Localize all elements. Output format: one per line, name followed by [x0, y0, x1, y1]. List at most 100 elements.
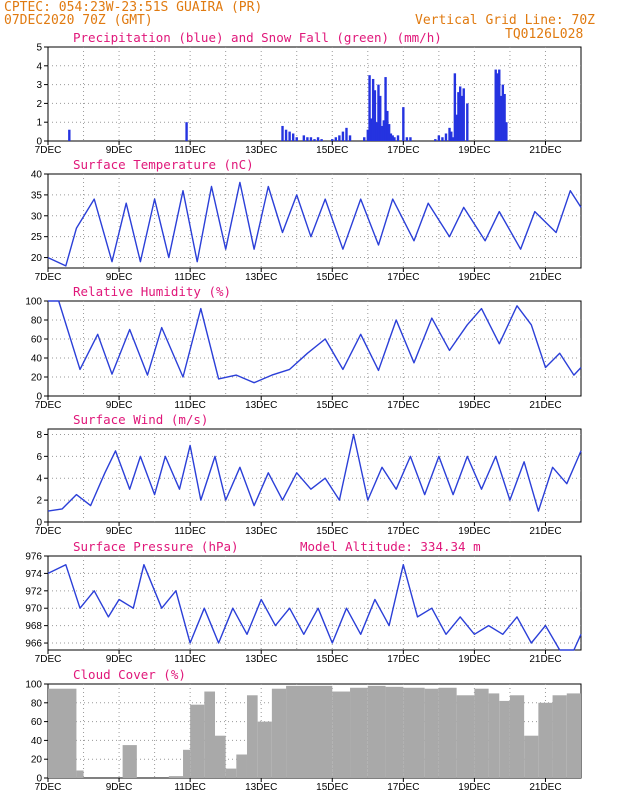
precip-title: Precipitation (blue) and Snow Fall (gree… [73, 30, 442, 45]
cloud-bar [524, 735, 539, 778]
x-tick-label: 7DEC [35, 526, 62, 537]
header-date: 07DEC2020 70Z (GMT) [4, 13, 153, 28]
x-tick-label: 13DEC [245, 145, 277, 156]
precip-bar [448, 127, 451, 141]
x-tick-label: 17DEC [387, 782, 419, 793]
header-grid-note: Vertical Grid Line: 70Z [415, 13, 595, 28]
precip-bar [499, 95, 503, 141]
cloud-bar [225, 768, 237, 778]
cloud-bar [286, 685, 315, 778]
x-tick-label: 21DEC [529, 654, 561, 665]
humidity-series-line [48, 300, 582, 384]
precip-bar [313, 139, 316, 141]
precip-bar [370, 118, 373, 141]
y-tick-label: 4 [36, 61, 42, 72]
temperature-panel: 20 25 30 35 40 7DEC 9DEC 11DEC 13DEC 15DEC 17DEC 19… [31, 157, 582, 283]
x-tick-label: 11DEC [174, 782, 206, 793]
y-tick-label: 0 [36, 774, 42, 785]
y-tick-label: 972 [25, 586, 42, 597]
x-tick-label: 15DEC [316, 400, 348, 411]
y-tick-label: 8 [36, 430, 42, 441]
cloud-title: Cloud Cover (%) [73, 667, 186, 682]
x-tick-label: 21DEC [529, 782, 561, 793]
x-tick-label: 11DEC [174, 272, 206, 283]
cloud-bar [424, 688, 439, 778]
y-tick-label: 1 [36, 118, 42, 129]
y-tick-label: 5 [36, 43, 42, 54]
precip-bar [441, 137, 444, 141]
precip-bar [387, 124, 391, 141]
precip-bar [281, 125, 284, 141]
x-tick-label: 11DEC [174, 145, 206, 156]
x-tick-label: 11DEC [174, 654, 206, 665]
cloud-bar [314, 685, 333, 778]
precip-bar [501, 84, 505, 141]
y-tick-label: 80 [31, 316, 43, 327]
precip-bar [503, 94, 506, 141]
precip-bar [345, 127, 348, 141]
temperature-title: Surface Temperature (nC) [73, 157, 254, 172]
precip-bar [496, 73, 499, 141]
cloud-bar [403, 687, 425, 778]
cloud-bar [552, 695, 567, 778]
x-tick-label: 7DEC [35, 654, 62, 665]
precip-bar [457, 92, 460, 141]
x-tick-label: 21DEC [529, 400, 561, 411]
y-tick-label: 3 [36, 80, 42, 91]
precip-bar [450, 131, 453, 141]
precip-bar [453, 73, 457, 141]
cloud-bar [438, 687, 457, 778]
y-tick-label: 0 [36, 518, 42, 529]
x-tick-label: 13DEC [245, 272, 277, 283]
precip-bar [377, 84, 380, 141]
y-tick-label: 0 [36, 137, 42, 148]
y-tick-label: 2 [36, 496, 42, 507]
cloud-bar [168, 776, 184, 778]
y-tick-label: 976 [25, 552, 42, 563]
temperature-series-line [47, 181, 582, 267]
header-location: CPTEC: 054:23W-23:51S GUAIRA (PR) [4, 0, 262, 15]
x-tick-label: 17DEC [387, 145, 419, 156]
cloud-bar [566, 693, 581, 778]
cloud-bar [350, 687, 368, 778]
y-tick-label: 40 [31, 736, 43, 747]
y-tick-label: 100 [25, 680, 42, 691]
x-tick-label: 9DEC [106, 526, 133, 537]
y-tick-label: 970 [25, 604, 42, 615]
cloud-bar [122, 745, 137, 778]
humidity-panel: 0 20 40 60 80 100 7DEC 9DEC 11DEC 13DEC 15DEC 17DEC… [25, 284, 582, 411]
precip-bar [437, 135, 441, 141]
x-tick-label: 7DEC [35, 145, 62, 156]
precip-bar [185, 122, 188, 141]
x-tick-label: 13DEC [245, 526, 277, 537]
x-tick-label: 13DEC [245, 400, 277, 411]
precip-bar [434, 139, 437, 141]
x-tick-label: 15DEC [316, 526, 348, 537]
x-tick-label: 11DEC [174, 400, 206, 411]
cloud-bar [499, 700, 510, 778]
cloud-bar [474, 688, 489, 778]
x-tick-label: 19DEC [458, 654, 490, 665]
x-tick-label: 9DEC [106, 654, 133, 665]
precip-bar [306, 137, 309, 141]
precip-bar [402, 107, 405, 141]
precip-bar [405, 137, 409, 141]
x-tick-label: 13DEC [245, 654, 277, 665]
temperature-frame [47, 173, 582, 269]
y-tick-label: 968 [25, 621, 42, 632]
wind-frame [47, 428, 582, 523]
x-tick-label: 17DEC [387, 526, 419, 537]
precip-bar [302, 135, 306, 141]
precip-bar [455, 114, 458, 141]
precip-panel: 0 1 2 3 4 5 7DEC 9DEC 11DEC 13DEC 15DEC 17DEC 19DEC 2… [35, 30, 582, 156]
cloud-bar [48, 688, 77, 778]
pressure-series-line [47, 564, 582, 651]
precip-bar [384, 77, 387, 141]
precip-bar [379, 95, 382, 141]
x-tick-label: 21DEC [529, 526, 561, 537]
cloud-bar [215, 735, 226, 778]
y-tick-label: 4 [36, 474, 42, 485]
x-tick-label: 19DEC [458, 272, 490, 283]
cloud-bar [488, 693, 500, 778]
x-tick-label: 15DEC [316, 782, 348, 793]
